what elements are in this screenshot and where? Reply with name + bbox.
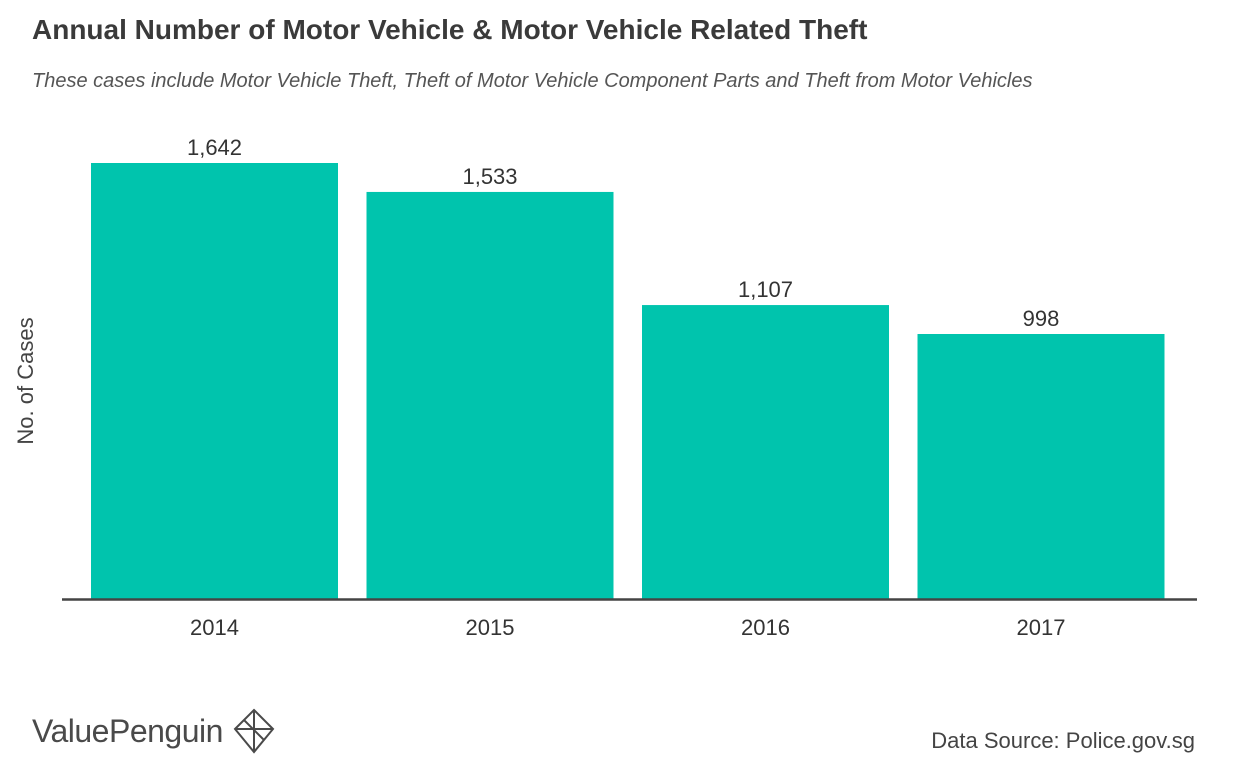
bar-2015 [366,191,614,599]
data-label-2017: 998 [1023,306,1060,331]
data-label-2014: 1,642 [187,135,242,160]
data-source: Data Source: Police.gov.sg [931,728,1195,753]
x-tick-label-2015: 2015 [466,615,515,640]
x-tick-label-2016: 2016 [741,615,790,640]
brand: ValuePenguin [32,708,277,754]
x-tick-label-2014: 2014 [190,615,239,640]
bar-2016 [642,305,889,599]
data-label-2016: 1,107 [738,277,793,302]
chart-title: Annual Number of Motor Vehicle & Motor V… [32,14,868,45]
x-tick-label-2017: 2017 [1017,615,1066,640]
data-label-2015: 1,533 [462,164,517,189]
y-axis-label: No. of Cases [13,317,38,444]
bar-2014 [91,163,338,599]
bar-2017 [917,334,1165,599]
chart-subtitle: These cases include Motor Vehicle Theft,… [32,70,1033,92]
brand-name: ValuePenguin [32,712,223,749]
valuepenguin-logo-icon [233,708,275,754]
